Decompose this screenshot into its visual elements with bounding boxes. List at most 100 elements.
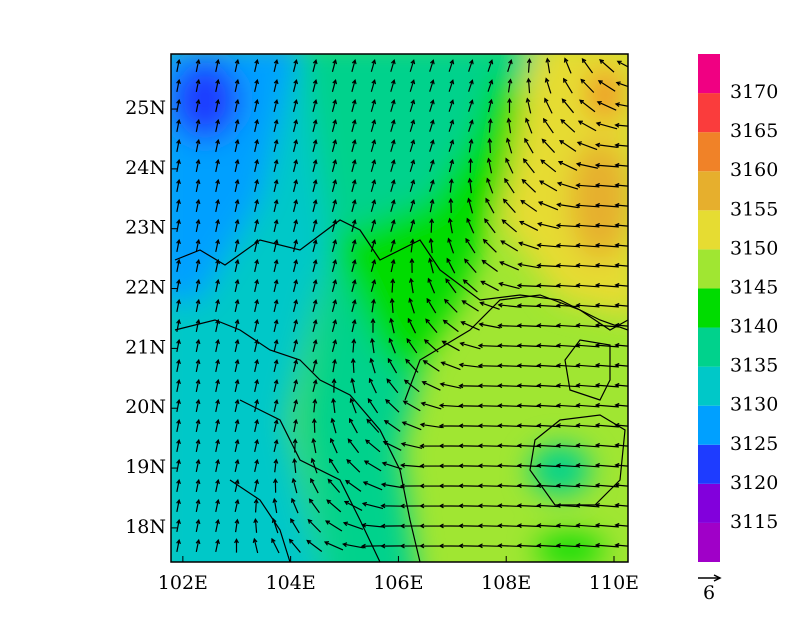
wind-arrow [497, 543, 521, 549]
wind-arrow [575, 343, 599, 348]
wind-arrow [351, 279, 357, 292]
wind-arrow [555, 323, 580, 328]
wind-arrow [558, 139, 577, 152]
wind-arrow [575, 383, 599, 388]
wind-arrow [486, 157, 493, 174]
wind-arrow [497, 523, 521, 529]
wind-arrow [351, 159, 357, 172]
x-tick-label: 102E [158, 572, 208, 594]
wind-arrow [516, 303, 541, 309]
wind-arrow [596, 100, 617, 111]
wind-arrow [429, 179, 435, 192]
wind-arrow [215, 198, 220, 212]
wind-arrow [351, 139, 357, 152]
wind-arrow [176, 178, 181, 193]
wind-arrow [254, 238, 260, 252]
wind-arrow [292, 258, 299, 272]
wind-arrow [419, 543, 443, 549]
wind-arrow [292, 318, 299, 332]
colorbar-label: 3115 [730, 511, 778, 533]
wind-arrow [273, 98, 279, 112]
wind-arrow [176, 258, 181, 273]
wind-arrow [325, 520, 343, 532]
colorbar-swatch [698, 327, 720, 367]
wind-arrow [312, 338, 318, 352]
wind-arrow [448, 178, 454, 193]
wind-arrow [234, 418, 240, 432]
wind-arrow [386, 378, 399, 394]
wind-arrow [517, 262, 540, 269]
wind-arrow [477, 423, 502, 429]
colorbar-label: 3145 [730, 276, 778, 298]
wind-arrow [331, 198, 338, 212]
wind-arrow [312, 78, 318, 92]
wind-arrow [254, 398, 260, 412]
wind-arrow [577, 120, 597, 132]
wind-arrow [273, 238, 279, 252]
wind-arrow [215, 78, 220, 92]
wind-arrow [331, 318, 338, 332]
wind-arrow [540, 159, 557, 173]
wind-arrow [383, 419, 401, 432]
wind-arrow [500, 240, 519, 252]
wind-arrow [381, 461, 403, 470]
wind-arrow [477, 543, 502, 549]
colorbar-swatch [698, 210, 720, 250]
wind-arrow [388, 337, 396, 354]
wind-arrow [346, 458, 361, 473]
wind-arrow [331, 158, 338, 172]
wind-arrow [176, 418, 181, 433]
wind-arrow [195, 58, 201, 72]
wind-arrow [331, 118, 338, 132]
wind-arrow [614, 422, 628, 428]
wind-arrow [537, 221, 559, 230]
wind-arrow [614, 102, 628, 107]
wind-arrow [215, 358, 220, 372]
wind-arrow [293, 418, 298, 433]
wind-arrow [370, 99, 377, 112]
wind-arrow [616, 60, 628, 68]
wind-arrow [176, 398, 181, 413]
wind-arrow [409, 199, 416, 212]
y-tick-label: 19N [125, 456, 166, 478]
wind-arrow [176, 198, 181, 213]
wind-arrow [254, 258, 260, 272]
wind-arrow [273, 118, 279, 132]
wind-arrow [176, 318, 181, 333]
colorbar-swatch [698, 54, 720, 94]
wind-arrow [234, 378, 240, 392]
wind-arrow [176, 158, 181, 173]
wind-arrow [458, 362, 482, 368]
wind-arrow [370, 318, 376, 333]
wind-arrow [537, 201, 559, 211]
wind-arrow [458, 403, 482, 409]
x-tick-label: 104E [266, 572, 316, 594]
wind-arrow [308, 498, 320, 514]
wind-arrow [271, 517, 279, 534]
wind-arrow [544, 77, 552, 94]
wind-arrow [477, 483, 502, 489]
wind-arrow [504, 177, 515, 194]
wind-arrow [521, 178, 537, 193]
wind-arrow [459, 341, 481, 350]
wind-arrow [312, 98, 318, 112]
wind-arrow [439, 382, 462, 389]
wind-arrow [499, 261, 519, 271]
plot-frame [170, 53, 629, 563]
wind-arrow [403, 379, 420, 393]
wind-arrow [468, 59, 474, 72]
wind-arrow [438, 423, 463, 429]
wind-arrow [290, 517, 300, 534]
wind-arrow [254, 158, 260, 172]
wind-arrow [350, 357, 356, 373]
wind-arrow [273, 378, 279, 392]
wind-arrow [331, 138, 338, 152]
wind-arrow [195, 218, 201, 232]
wind-arrow [361, 522, 384, 528]
wind-arrow [312, 118, 318, 132]
wind-arrow [594, 182, 619, 188]
colorbar-swatch [698, 444, 720, 484]
wind-arrow [292, 238, 299, 252]
wind-arrow [555, 503, 580, 508]
